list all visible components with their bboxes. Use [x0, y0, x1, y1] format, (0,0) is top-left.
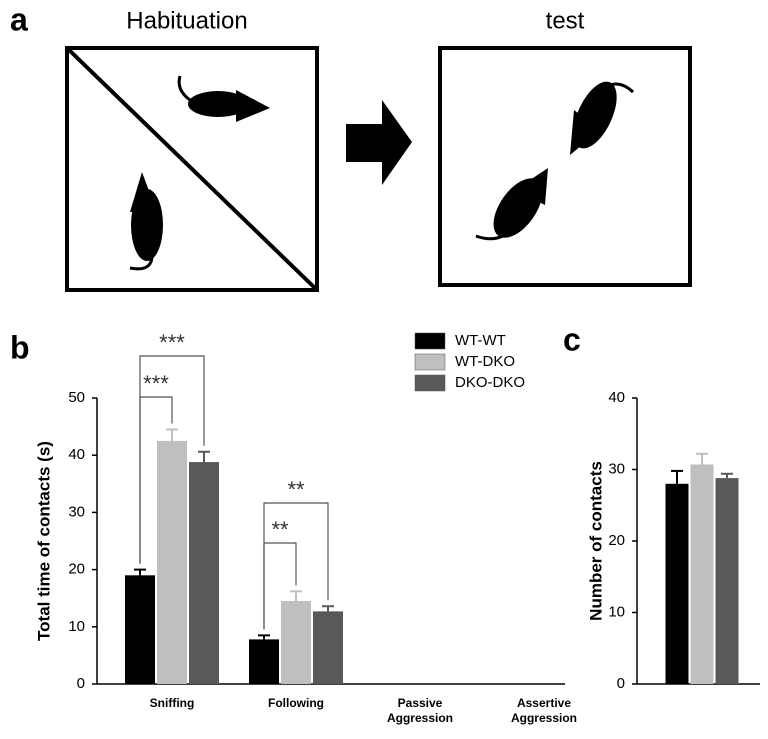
legend-label: WT-DKO	[455, 353, 515, 370]
panel-label: a	[10, 1, 28, 37]
y-tick-label: 20	[608, 532, 625, 549]
y-tick-label: 10	[608, 603, 625, 620]
habituation-box	[65, 46, 319, 292]
bar	[157, 440, 187, 684]
y-axis-label: Total time of contacts (s)	[34, 441, 53, 641]
y-tick-label: 0	[77, 675, 85, 692]
bar	[125, 575, 155, 684]
mouse	[570, 81, 635, 155]
legend-label: DKO-DKO	[455, 374, 525, 391]
bar	[249, 639, 279, 684]
x-tick-label: Assertive Aggression	[511, 696, 577, 725]
x-tick-label: Following	[268, 696, 324, 710]
mouse	[177, 75, 270, 122]
legend-label: WT-WT	[455, 332, 506, 349]
significance-bracket	[263, 502, 329, 630]
bar	[313, 611, 343, 684]
bar	[690, 464, 714, 684]
bar	[665, 483, 689, 684]
bar	[281, 601, 311, 684]
legend-swatch	[414, 353, 446, 371]
x-tick-label: Passive Aggression	[387, 696, 453, 725]
arrow	[346, 100, 412, 185]
y-tick-label: 10	[68, 618, 85, 635]
significance-bracket	[139, 355, 205, 564]
panel-label: c	[563, 321, 581, 357]
bar	[715, 478, 739, 684]
significance-label: **	[271, 517, 289, 542]
y-tick-label: 30	[68, 503, 85, 520]
panel-title: Habituation	[126, 7, 247, 34]
y-tick-label: 40	[68, 446, 85, 463]
bar	[189, 462, 219, 684]
mouse	[129, 172, 163, 271]
y-tick-label: 30	[608, 460, 625, 477]
x-tick-label: Sniffing	[150, 696, 195, 710]
test-box	[438, 46, 692, 287]
y-tick-label: 40	[608, 389, 625, 406]
y-axis-label: Number of contacts	[586, 461, 605, 621]
panel-label: b	[10, 329, 30, 365]
mouse	[475, 168, 548, 241]
legend-swatch	[414, 374, 446, 392]
legend-swatch	[414, 332, 446, 350]
panel-title: test	[546, 7, 585, 34]
y-tick-label: 50	[68, 389, 85, 406]
significance-label: ***	[143, 371, 169, 396]
significance-label: ***	[159, 330, 185, 355]
significance-label: **	[287, 477, 305, 502]
y-tick-label: 20	[68, 561, 85, 578]
y-tick-label: 0	[617, 675, 625, 692]
